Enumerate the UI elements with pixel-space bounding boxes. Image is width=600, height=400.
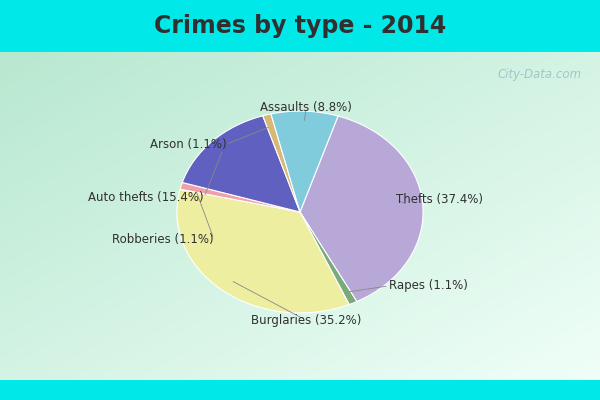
Text: Crimes by type - 2014: Crimes by type - 2014 [154, 14, 446, 38]
Text: Thefts (37.4%): Thefts (37.4%) [396, 193, 483, 206]
Wedge shape [271, 111, 338, 212]
Wedge shape [177, 189, 349, 313]
Text: Rapes (1.1%): Rapes (1.1%) [389, 279, 467, 292]
Text: Arson (1.1%): Arson (1.1%) [149, 138, 226, 151]
Text: Assaults (8.8%): Assaults (8.8%) [260, 101, 352, 114]
Text: Auto thefts (15.4%): Auto thefts (15.4%) [88, 191, 204, 204]
Text: Burglaries (35.2%): Burglaries (35.2%) [251, 314, 361, 327]
Wedge shape [182, 116, 300, 212]
Text: City-Data.com: City-Data.com [498, 68, 582, 81]
Wedge shape [300, 116, 423, 302]
Wedge shape [180, 182, 300, 212]
Wedge shape [263, 114, 300, 212]
Text: Robberies (1.1%): Robberies (1.1%) [112, 232, 214, 246]
Wedge shape [300, 212, 357, 304]
